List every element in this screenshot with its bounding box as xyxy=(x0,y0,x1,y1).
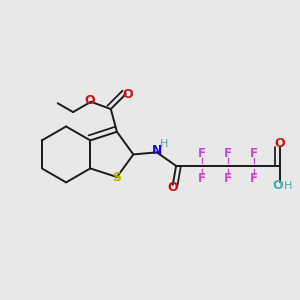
Text: O: O xyxy=(272,179,283,192)
Text: N: N xyxy=(152,144,162,158)
Text: F: F xyxy=(250,172,258,185)
Text: O: O xyxy=(122,88,133,100)
Text: F: F xyxy=(198,172,206,185)
Text: O: O xyxy=(274,137,285,150)
Text: F: F xyxy=(224,172,232,185)
Text: F: F xyxy=(198,147,206,160)
Text: O: O xyxy=(167,181,178,194)
Text: F: F xyxy=(224,147,232,160)
Text: S: S xyxy=(112,170,122,184)
Text: H: H xyxy=(284,181,292,190)
Text: H: H xyxy=(160,139,168,149)
Text: O: O xyxy=(84,94,95,107)
Text: F: F xyxy=(250,147,258,160)
